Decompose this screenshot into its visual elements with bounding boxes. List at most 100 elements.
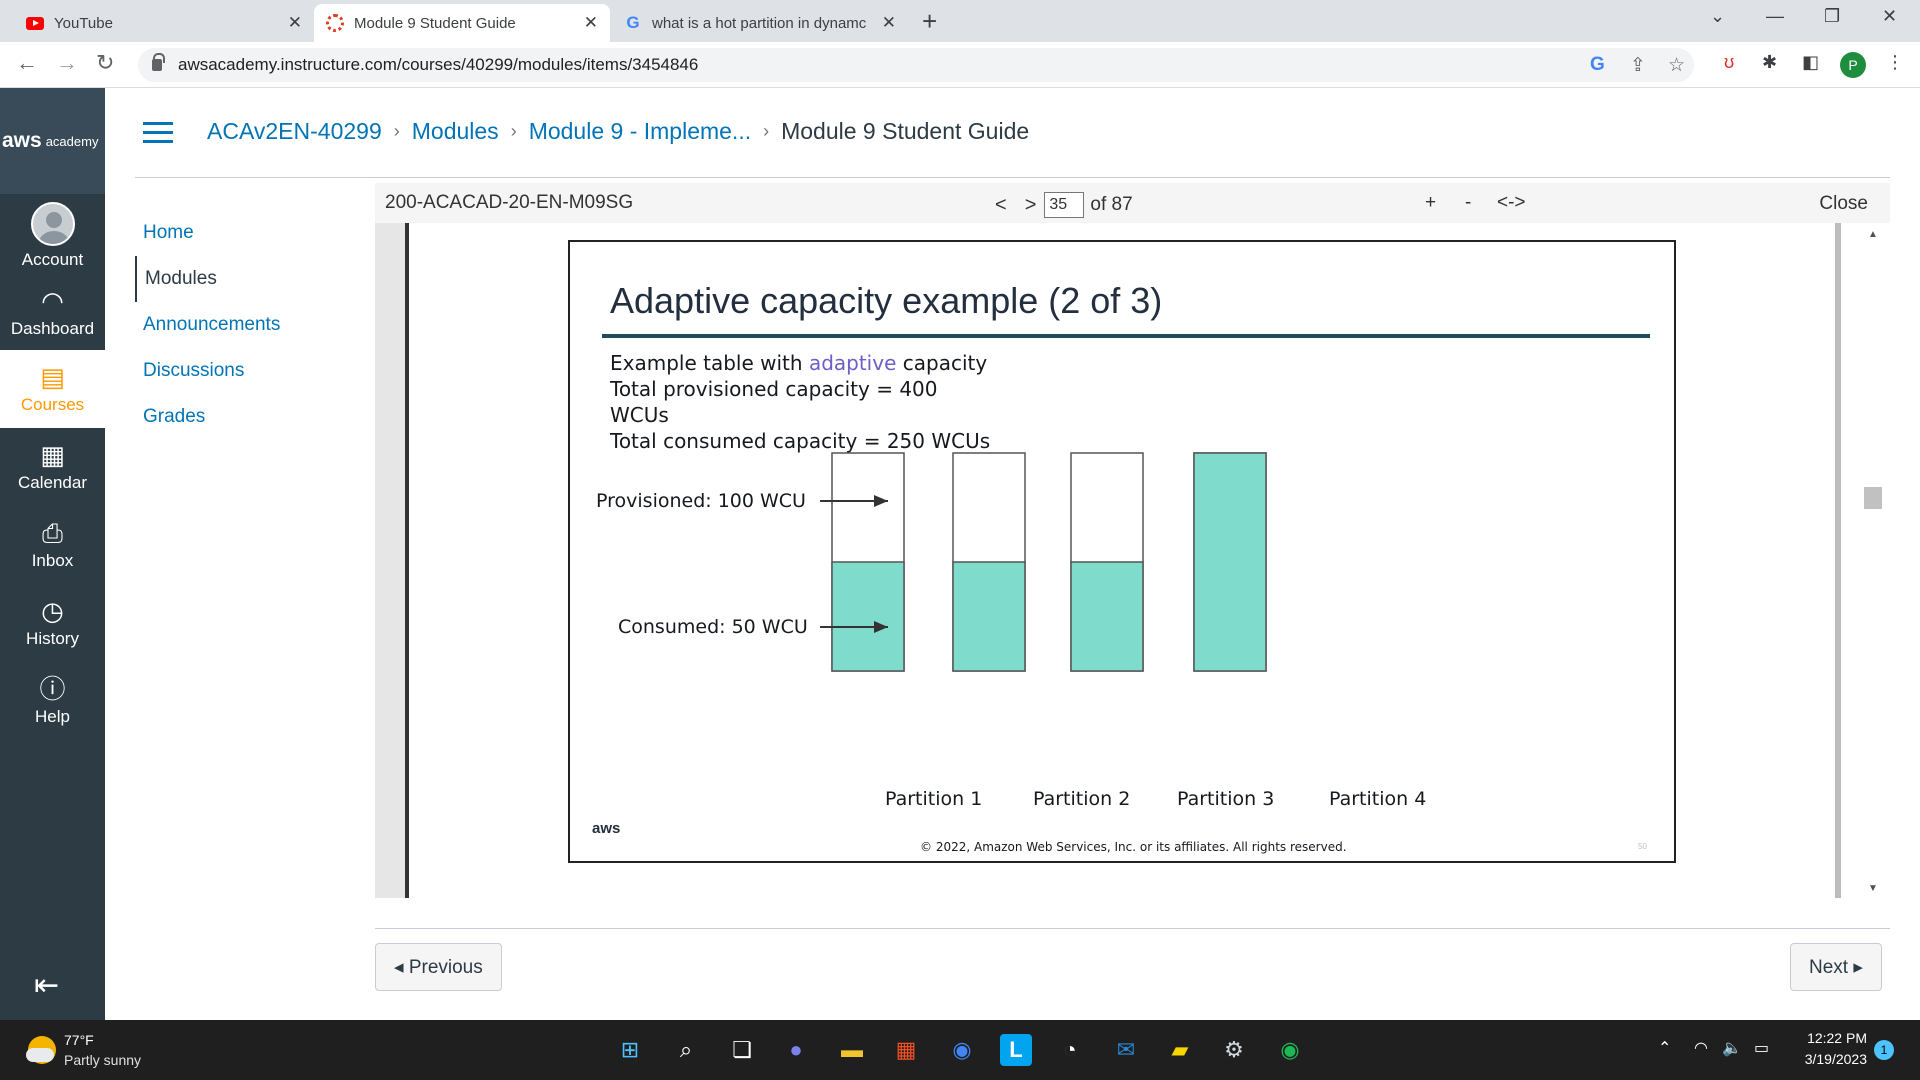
reload-icon[interactable]: ↻ [96, 50, 115, 75]
scrollbar-thumb[interactable] [1864, 487, 1882, 509]
page-number-input[interactable]: 35 [1044, 192, 1085, 218]
close-viewer-button[interactable]: Close [1819, 193, 1868, 214]
breadcrumb-module[interactable]: Module 9 - Impleme... [528, 118, 752, 144]
chevron-right-icon: › [393, 121, 400, 141]
clock-date[interactable]: 3/19/2023 [1804, 1051, 1867, 1067]
store-icon[interactable]: ▦ [895, 1037, 917, 1062]
extension-shield-icon[interactable]: ʊ [1724, 52, 1735, 72]
windows-taskbar: 77°F Partly sunny ⊞ ⌕ ❏ ● ▬ ▦ ◉ L ◔ ✉ ▰ … [0, 1020, 1920, 1080]
chevron-up-icon[interactable]: ⌃ [1658, 1040, 1672, 1057]
google-lens-icon[interactable]: G [1590, 54, 1605, 75]
weather-temp[interactable]: 77°F [64, 1032, 94, 1048]
weather-desc[interactable]: Partly sunny [64, 1052, 142, 1068]
consumed-bar-partition-4 [1193, 452, 1267, 672]
clock-app-icon[interactable]: ◔ [1063, 1037, 1077, 1062]
minimize-icon[interactable]: — [1766, 6, 1784, 26]
wifi-icon[interactable]: ◠ [1694, 1040, 1708, 1057]
body-line-2: Total provisioned capacity = 400 [610, 377, 938, 401]
consumed-bar-partition-1 [831, 561, 905, 672]
category-label-partition-3: Partition 3 [1177, 788, 1275, 810]
header-divider [135, 177, 1890, 178]
l-app-icon[interactable]: L [1000, 1034, 1032, 1066]
sticky-notes-icon[interactable]: ▰ [1171, 1037, 1189, 1062]
help-icon: ⓘ [39, 674, 66, 704]
close-icon[interactable]: ✕ [881, 13, 896, 32]
close-icon[interactable]: ✕ [583, 13, 598, 32]
task-view-icon[interactable]: ❏ [732, 1037, 752, 1062]
page-navigation: < > 35 of 87 [995, 192, 1133, 218]
bookmark-star-icon[interactable]: ☆ [1668, 55, 1686, 76]
breadcrumb-modules[interactable]: Modules [411, 118, 499, 144]
restore-icon[interactable]: ❐ [1824, 6, 1841, 26]
provisioned-annotation: Provisioned: 100 WCU [596, 490, 806, 512]
aws-academy-logo[interactable]: aws academy [0, 88, 105, 194]
slide-body: Example table with adaptive capacity Tot… [610, 350, 990, 454]
course-nav-announcements[interactable]: Announcements [143, 314, 281, 335]
body-line-4: Total consumed capacity = 250 WCUs [610, 429, 991, 453]
file-explorer-icon[interactable]: ▬ [841, 1037, 863, 1062]
course-nav-modules[interactable]: Modules [135, 256, 355, 302]
window-close-icon[interactable]: ✕ [1882, 6, 1898, 26]
tab-youtube[interactable]: YouTube ✕ [14, 4, 314, 42]
spotify-icon[interactable]: ◉ [1280, 1037, 1300, 1062]
scroll-down-icon[interactable]: ▼ [1868, 883, 1878, 894]
back-icon[interactable]: ← [16, 50, 38, 75]
extensions-puzzle-icon[interactable]: ✱ [1762, 52, 1778, 72]
notification-badge[interactable]: 1 [1874, 1040, 1894, 1060]
volume-icon[interactable]: 🔈 [1722, 1040, 1742, 1057]
clock-time[interactable]: 12:22 PM [1807, 1030, 1867, 1046]
course-menu-toggle[interactable] [143, 122, 173, 144]
next-button[interactable]: Next ▸ [1790, 943, 1882, 991]
tab-title: Module 9 Student Guide [354, 14, 516, 32]
avatar-icon [30, 202, 75, 246]
nav-history[interactable]: ◷ History [0, 586, 105, 660]
previous-button[interactable]: ◂ Previous [375, 943, 502, 991]
battery-icon[interactable]: ▭ [1754, 1040, 1770, 1057]
tab-search-icon[interactable]: ⌄ [1710, 6, 1726, 26]
new-tab-button[interactable]: + [922, 6, 938, 36]
course-nav-home[interactable]: Home [143, 222, 194, 243]
nav-help[interactable]: ⓘ Help [0, 664, 105, 738]
nav-dashboard[interactable]: ◠ Dashboard [0, 276, 105, 350]
zoom-out-button[interactable]: - [1465, 192, 1472, 213]
dashboard-icon: ◠ [41, 286, 64, 316]
category-label-partition-1: Partition 1 [885, 788, 983, 810]
chrome-menu-icon[interactable]: ⋮ [1886, 52, 1904, 72]
prev-page-button[interactable]: < [995, 193, 1007, 216]
steam-icon[interactable]: ⚙ [1224, 1037, 1244, 1062]
tab-google-search[interactable]: G what is a hot partition in dynamc ✕ [612, 4, 908, 42]
profile-avatar[interactable]: P [1840, 52, 1866, 78]
scroll-up-icon[interactable]: ▲ [1868, 229, 1878, 240]
nav-account[interactable]: Account [0, 196, 105, 276]
page-count: of 87 [1090, 194, 1133, 215]
chrome-icon[interactable]: ◉ [952, 1037, 972, 1062]
cloud-icon [26, 1048, 54, 1062]
nav-inbox[interactable]: ⎙ Inbox [0, 508, 105, 582]
nav-label: Help [35, 707, 70, 726]
slide-copyright: © 2022, Amazon Web Services, Inc. or its… [920, 840, 1347, 854]
course-nav-discussions[interactable]: Discussions [143, 360, 245, 381]
mail-icon[interactable]: ✉ [1116, 1037, 1136, 1062]
next-page-button[interactable]: > [1024, 193, 1037, 216]
close-icon[interactable]: ✕ [287, 13, 302, 32]
nav-calendar[interactable]: ▦ Calendar [0, 430, 105, 504]
forward-icon[interactable]: → [56, 50, 78, 75]
browser-tabstrip: YouTube ✕ Module 9 Student Guide ✕ G wha… [0, 0, 1920, 42]
breadcrumb-course[interactable]: ACAv2EN-40299 [207, 118, 382, 144]
course-nav-grades[interactable]: Grades [143, 406, 206, 427]
windows-start-icon[interactable]: ⊞ [620, 1037, 640, 1062]
search-icon[interactable]: ⌕ [679, 1037, 693, 1062]
nav-courses[interactable]: ▤ Courses [0, 350, 105, 428]
side-panel-icon[interactable]: ◧ [1802, 52, 1820, 72]
global-nav: aws academy Account ◠ Dashboard ▤ Course… [0, 88, 105, 1020]
fit-width-button[interactable]: <-> [1497, 192, 1526, 213]
share-icon[interactable]: ⇪ [1630, 55, 1646, 76]
tab-student-guide[interactable]: Module 9 Student Guide ✕ [314, 4, 610, 42]
chevron-right-icon: › [510, 121, 517, 141]
zoom-in-button[interactable]: + [1425, 192, 1437, 213]
collapse-nav-icon[interactable]: ⇤ [34, 969, 60, 1002]
logo-brand: aws [2, 129, 42, 152]
url-field[interactable]: awsacademy.instructure.com/courses/40299… [138, 48, 1694, 82]
scrollbar-track[interactable] [1835, 223, 1890, 898]
chat-icon[interactable]: ● [789, 1037, 803, 1062]
